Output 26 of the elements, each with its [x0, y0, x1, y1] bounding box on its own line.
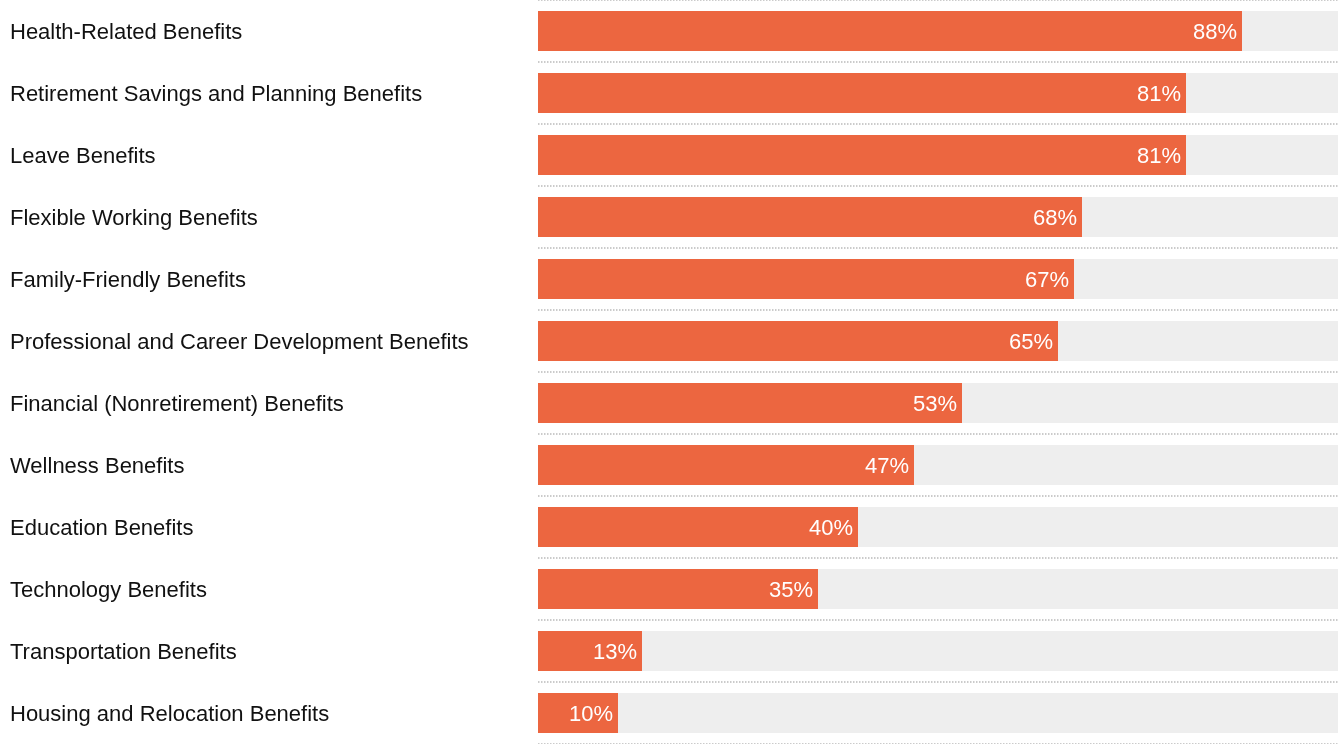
y-tick-label: Retirement Savings and Planning Benefits [10, 80, 423, 106]
data-label: 47% [864, 452, 909, 478]
y-tick-label: Professional and Career Development Benefits [10, 328, 469, 354]
data-label: 65% [1008, 328, 1053, 354]
y-tick-label: Transportation Benefits [10, 638, 237, 664]
bar [538, 631, 642, 671]
data-label: 10% [568, 700, 613, 726]
data-label: 68% [1032, 204, 1077, 230]
data-label: 81% [1136, 142, 1181, 168]
y-tick-label: Technology Benefits [10, 576, 207, 602]
data-label: 67% [1024, 266, 1069, 292]
data-label: 88% [1192, 18, 1237, 44]
data-label: 81% [1136, 80, 1181, 106]
bar [538, 693, 618, 733]
y-tick-label: Financial (Nonretirement) Benefits [10, 390, 344, 416]
data-label: 53% [912, 390, 957, 416]
data-label: 35% [768, 576, 813, 602]
data-label: 13% [592, 638, 637, 664]
y-tick-label: Housing and Relocation Benefits [10, 700, 330, 726]
y-tick-label: Education Benefits [10, 514, 194, 540]
y-tick-label: Flexible Working Benefits [10, 204, 258, 230]
y-tick-label: Wellness Benefits [10, 452, 185, 478]
y-tick-label: Family-Friendly Benefits [10, 266, 246, 292]
y-tick-label: Health-Related Benefits [10, 18, 243, 44]
y-tick-label: Leave Benefits [10, 142, 156, 168]
data-label: 40% [808, 514, 853, 540]
